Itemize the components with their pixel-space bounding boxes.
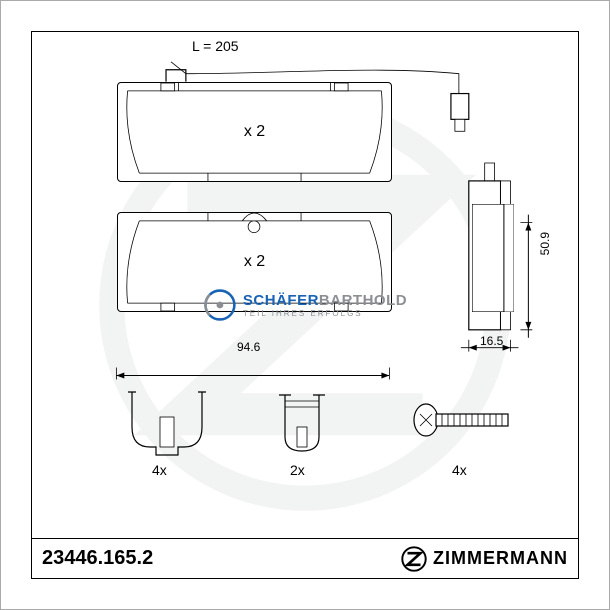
diagram-footer: 23446.165.2 ZIMMERMANN [32,538,578,578]
brake-pad-bottom: x 2 [117,212,392,312]
footer-brand: ZIMMERMANN [401,546,568,572]
clip-qty: 4x [152,462,167,478]
pad-bottom-qty: x 2 [244,253,265,271]
cable-length-label: L = 205 [192,38,239,54]
footer-brand-name: ZIMMERMANN [433,548,568,569]
brake-pad-top: x 2 [117,82,392,182]
diagram-inner: L = 205 x 2 [31,31,579,579]
zimmermann-logo-icon [401,546,427,572]
accessory-clip [122,387,212,462]
dim-height: 50.9 [538,232,552,255]
screw-qty: 4x [452,462,467,478]
dim-width: 94.6 [237,340,260,354]
product-diagram-frame: L = 205 x 2 [0,0,610,610]
pad-top-qty: x 2 [244,123,265,141]
diagram-panel: L = 205 x 2 [31,31,579,579]
accessory-spring [267,387,337,462]
accessory-screw [412,390,522,455]
dim-thickness: 16.5 [480,334,503,348]
part-number: 23446.165.2 [42,547,153,570]
spring-qty: 2x [290,462,305,478]
brake-pad-side-lower [472,204,514,312]
